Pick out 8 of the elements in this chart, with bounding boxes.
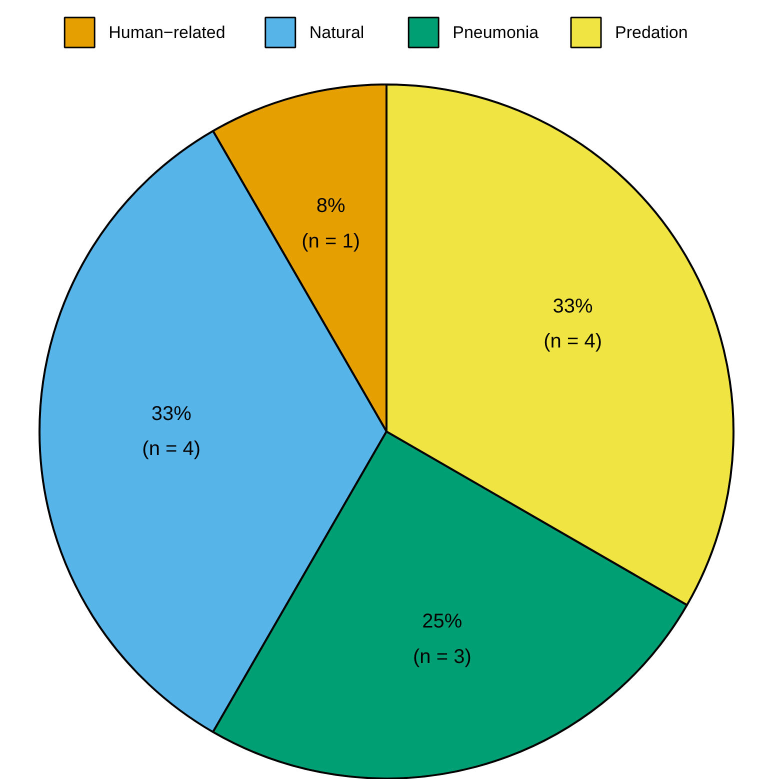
data-label: 33% (n = 4) [142,402,201,460]
legend-label: Natural [309,23,364,42]
legend-label: Pneumonia [452,23,540,42]
legend-label: Human−related [108,23,226,42]
data-label: 33% (n = 4) [544,295,602,353]
data-label: 8% (n = 1) [302,195,360,252]
legend-label: Predation [615,23,688,42]
data-label: 25% (n = 3) [413,610,472,668]
